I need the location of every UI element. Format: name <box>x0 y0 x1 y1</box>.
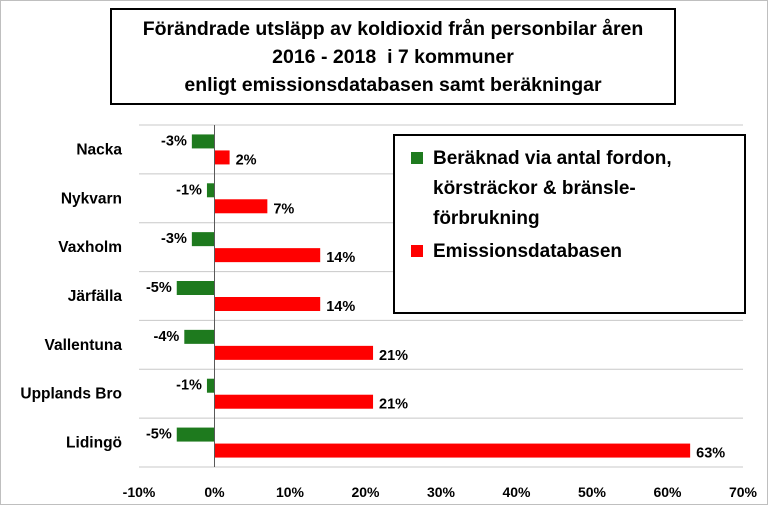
x-tick-label: 50% <box>578 484 607 500</box>
data-label-emission-database: 21% <box>379 348 408 364</box>
bar-calculated <box>176 427 215 442</box>
data-label-calculated: -3% <box>161 231 187 247</box>
data-label-calculated: -4% <box>154 329 180 345</box>
bar-emission-database <box>214 345 374 360</box>
data-label-emission-database: 14% <box>326 299 355 315</box>
legend-swatch-emission-database <box>411 245 423 257</box>
chart-title-line-2: 2016 - 2018 i 7 kommuner <box>272 45 514 68</box>
category-label: Vallentuna <box>44 337 122 354</box>
legend-swatch-calculated <box>411 152 423 164</box>
x-tick-label: 10% <box>276 484 305 500</box>
bar-calculated <box>191 232 215 247</box>
bar-emission-database <box>214 394 374 409</box>
bar-emission-database <box>214 297 321 311</box>
category-label: Nykvarn <box>61 190 122 207</box>
legend-label-calculated-line-3: förbrukning <box>433 208 540 229</box>
legend-label-calculated-line-2: körsträckor & bränsle- <box>433 178 636 199</box>
legend-label-emission-database: Emissionsdatabasen <box>433 241 623 262</box>
bar-calculated <box>206 378 215 393</box>
data-label-calculated: -5% <box>146 427 172 443</box>
category-label: Upplands Bro <box>20 386 122 403</box>
x-tick-label: 60% <box>653 484 682 500</box>
legend-label-calculated-line-1: Beräknad via antal fordon, <box>433 148 672 169</box>
legend-item-calculated: Beräknad via antal fordon, körsträckor &… <box>411 144 734 234</box>
bar-emission-database <box>214 199 268 214</box>
x-tick-label: 0% <box>204 484 225 500</box>
x-tick-label: 30% <box>427 484 456 500</box>
bar-calculated <box>206 183 215 198</box>
x-tick-label: 70% <box>729 484 758 500</box>
data-label-emission-database: 7% <box>273 201 294 217</box>
bar-emission-database <box>214 248 321 263</box>
bar-calculated <box>184 329 215 344</box>
category-label: Vaxholm <box>58 239 122 256</box>
data-label-emission-database: 21% <box>379 397 408 413</box>
data-label-emission-database: 63% <box>696 446 725 462</box>
chart-title-line-1: Förändrade utsläpp av koldioxid från per… <box>142 17 644 40</box>
data-label-calculated: -1% <box>176 378 202 394</box>
bar-calculated <box>176 281 215 295</box>
x-tick-label: -10% <box>123 484 156 500</box>
data-label-emission-database: 14% <box>326 250 355 266</box>
chart-title: Förändrade utsläpp av koldioxid från per… <box>110 8 676 105</box>
data-label-calculated: -1% <box>176 182 202 198</box>
x-tick-label: 20% <box>351 484 380 500</box>
chart-title-line-3: enligt emissionsdatabasen samt beräkning… <box>184 73 602 96</box>
bar-emission-database <box>214 150 230 165</box>
x-tick-label: 40% <box>502 484 531 500</box>
data-label-emission-database: 2% <box>236 152 257 168</box>
bar-emission-database <box>214 443 691 458</box>
category-label: Järfälla <box>68 288 123 305</box>
data-label-calculated: -5% <box>146 280 172 296</box>
category-label: Nacka <box>76 141 122 158</box>
bar-calculated <box>191 134 215 149</box>
chart-legend: Beräknad via antal fordon, körsträckor &… <box>393 134 746 314</box>
category-label: Lidingö <box>66 435 122 452</box>
legend-item-emission-database: Emissionsdatabasen <box>411 237 734 267</box>
data-label-calculated: -3% <box>161 133 187 149</box>
